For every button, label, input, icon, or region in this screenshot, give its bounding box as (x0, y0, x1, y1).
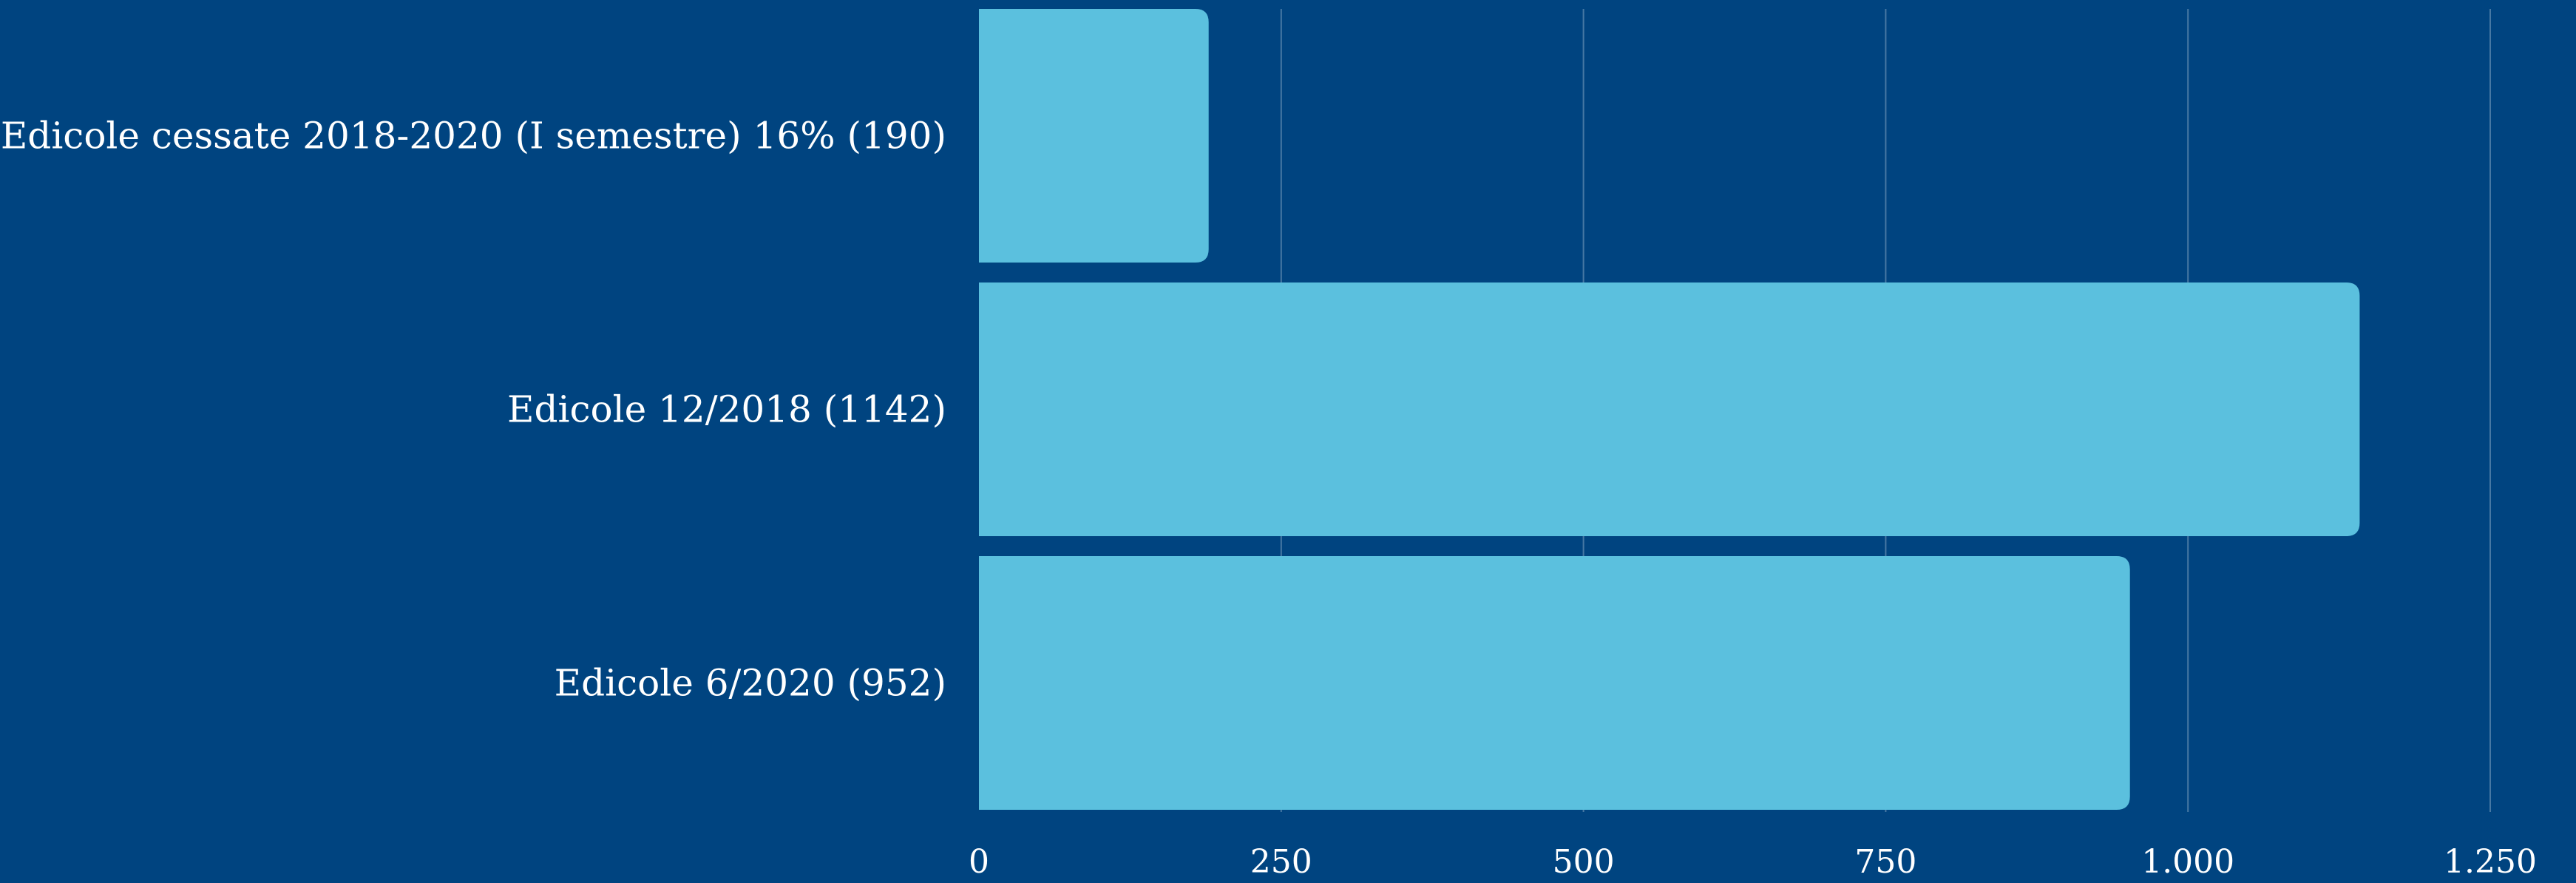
x-tick-label: 1.250 (2444, 843, 2537, 881)
x-tick-label: 0 (969, 843, 989, 881)
bars-layer (979, 9, 2360, 810)
bar (979, 9, 1209, 263)
category-labels: Edicole cessate 2018-2020 (I semestre) 1… (1, 115, 946, 705)
category-label: Edicole 6/2020 (952) (555, 662, 946, 705)
bar (979, 283, 2360, 536)
x-tick-label: 750 (1854, 843, 1916, 881)
x-tick-label: 500 (1553, 843, 1615, 881)
x-axis-tick-labels: 0 250 500 750 1.000 1.250 (969, 843, 2537, 881)
x-tick-label: 250 (1250, 843, 1312, 881)
bar (979, 556, 2130, 810)
category-label: Edicole cessate 2018-2020 (I semestre) 1… (1, 115, 946, 158)
x-tick-label: 1.000 (2141, 843, 2234, 881)
category-label: Edicole 12/2018 (1142) (507, 388, 946, 431)
